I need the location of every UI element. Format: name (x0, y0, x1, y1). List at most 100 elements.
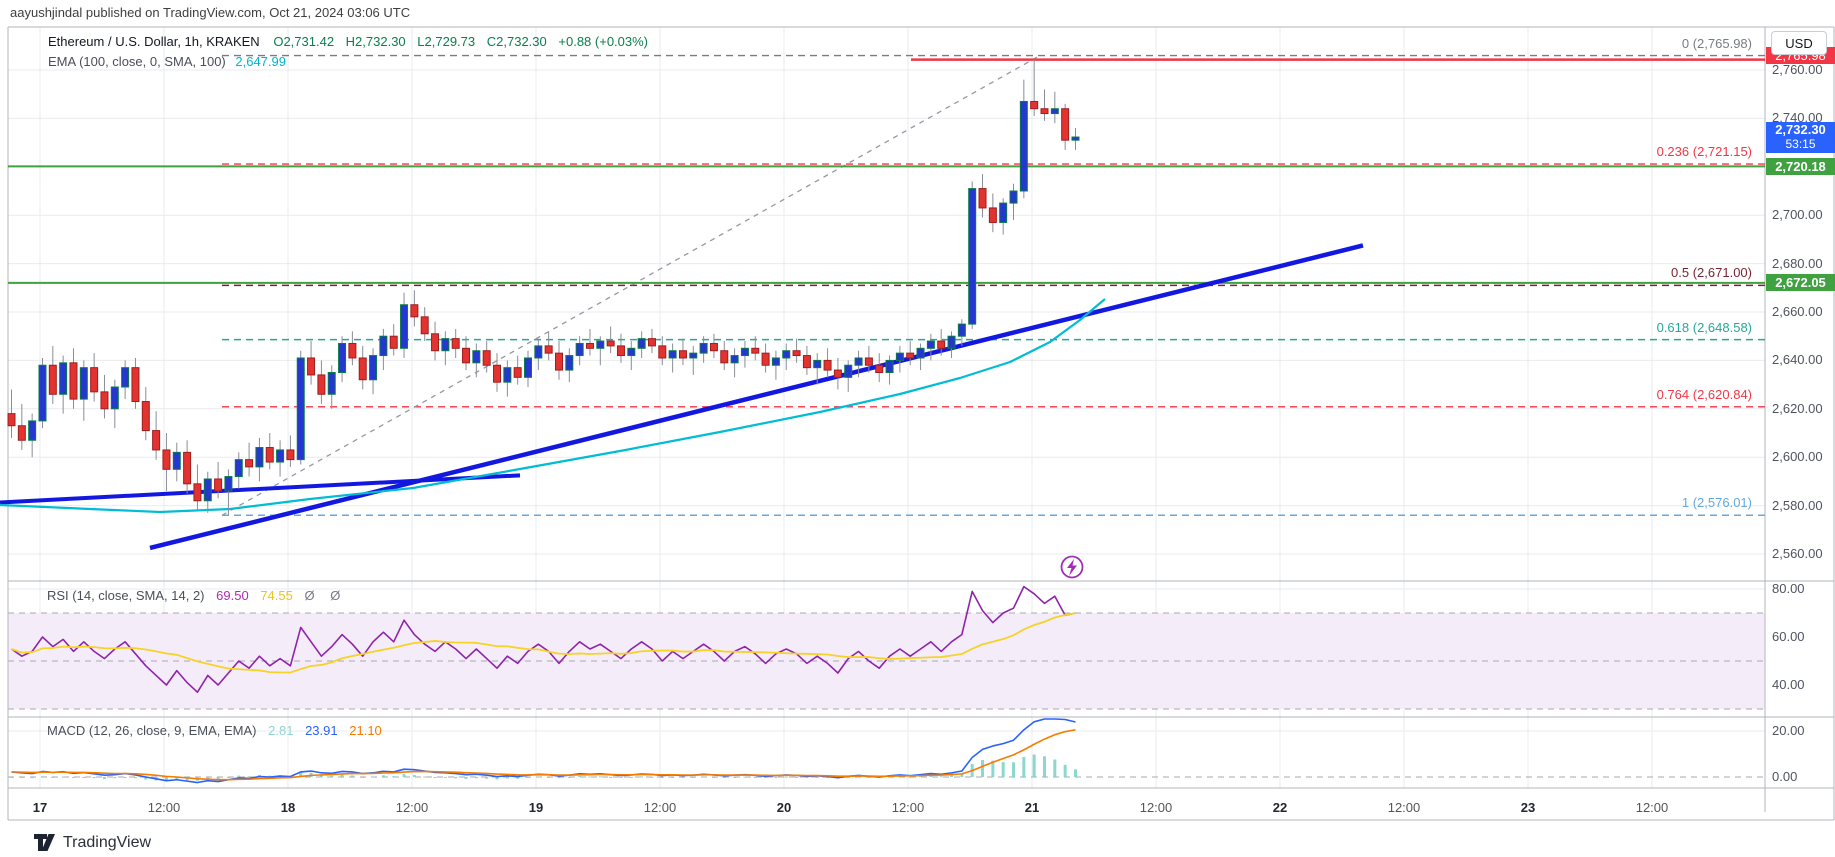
candle-body (606, 340, 615, 347)
macd-histogram-bar (774, 777, 778, 778)
macd-histogram-bar (857, 776, 861, 778)
candle-body (864, 357, 873, 366)
candle-body (276, 449, 285, 463)
rsi-axis-label[interactable]: 60.00 (1772, 629, 1805, 644)
macd-histogram-bar (175, 777, 179, 780)
candle-body (327, 372, 336, 395)
time-axis-label[interactable]: 23 (1520, 800, 1536, 815)
candle-body (596, 340, 605, 349)
macd-histogram-bar (981, 760, 985, 777)
candle-body (999, 202, 1008, 223)
candle-body (214, 478, 223, 492)
macd-histogram-bar (454, 777, 458, 779)
macd-histogram-bar (764, 777, 768, 778)
time-axis-label[interactable]: 21 (1024, 800, 1040, 815)
macd-histogram-bar (299, 772, 303, 777)
candle-body (926, 340, 935, 349)
macd-histogram-bar (640, 776, 644, 778)
candle-body (792, 350, 801, 357)
price-axis-label[interactable]: 2,620.00 (1772, 400, 1823, 416)
price-axis-label[interactable]: 2,660.00 (1772, 304, 1823, 319)
candle-body (885, 359, 894, 373)
ema-indicator-header[interactable]: EMA (100, close, 0, SMA, 100) 2,647.99 (48, 54, 286, 69)
price-axis-label[interactable]: 2,600.00 (1772, 449, 1823, 465)
candle-body (131, 367, 140, 403)
macd-histogram-bar (371, 776, 375, 778)
price-axis-label[interactable]: 2,580.00 (1772, 497, 1823, 513)
ohlc-close: C2,732.30 (486, 34, 547, 49)
rsi-indicator-name: RSI (14, close, SMA, 14, 2) (47, 588, 205, 603)
macd-histogram-bar (536, 776, 540, 778)
lightning-circle-icon[interactable] (1060, 555, 1084, 579)
candle-body (183, 451, 192, 485)
macd-signal-value: 21.10 (349, 723, 382, 738)
price-axis-label[interactable]: 2,640.00 (1772, 352, 1823, 368)
macd-histogram-bar (681, 777, 685, 778)
time-axis-label[interactable]: 12:00 (395, 800, 429, 815)
time-axis-label[interactable]: 20 (776, 800, 792, 815)
macd-histogram-bar (939, 776, 943, 778)
currency-toggle-button[interactable]: USD (1771, 31, 1827, 55)
candle-body (265, 447, 274, 463)
candle-body (906, 352, 915, 359)
ema-indicator-value: 2,647.99 (235, 54, 286, 69)
macd-histogram-bar (61, 776, 65, 778)
macd-histogram-bar (722, 777, 726, 778)
symbol-title[interactable]: Ethereum / U.S. Dollar, 1h, KRAKEN (48, 34, 260, 49)
price-axis-label[interactable]: 2,740.00 (1772, 110, 1823, 126)
time-axis-label[interactable]: 12:00 (1635, 800, 1669, 815)
trendline (0, 473, 521, 505)
time-axis-label[interactable]: 12:00 (1387, 800, 1421, 815)
macd-hist-value: 2.81 (268, 723, 294, 738)
macd-histogram-bar (40, 776, 44, 778)
time-axis-label[interactable]: 22 (1272, 800, 1288, 815)
macd-indicator-header[interactable]: MACD (12, 26, close, 9, EMA, EMA) 2.81 2… (47, 723, 382, 738)
lightning-bolt-icon (1067, 559, 1077, 576)
macd-histogram-bar (660, 777, 664, 778)
fib-level-label: 0.764 (2,620.84) (1656, 386, 1752, 402)
candle-body (647, 338, 656, 347)
tradingview-logo[interactable]: TradingView (33, 832, 151, 853)
price-axis-label[interactable]: 2,700.00 (1772, 207, 1823, 223)
time-axis-label[interactable]: 12:00 (891, 800, 925, 815)
fib-level-label: 0 (2,765.98) (1681, 35, 1752, 51)
macd-histogram-bar (433, 777, 437, 778)
macd-histogram-bar (206, 777, 210, 779)
fib-level-label: 0.5 (2,671.00) (1671, 265, 1752, 281)
macd-histogram-bar (805, 777, 809, 778)
time-axis-label[interactable]: 12:00 (147, 800, 181, 815)
candle-body (968, 188, 977, 325)
candle-body (172, 451, 181, 470)
macd-axis-label[interactable]: 20.00 (1772, 723, 1805, 738)
candle-body (224, 476, 233, 492)
rsi-axis-label[interactable]: 80.00 (1772, 581, 1805, 596)
time-axis-label[interactable]: 19 (528, 800, 544, 815)
candle-body (937, 340, 946, 349)
time-axis-label[interactable]: 12:00 (643, 800, 677, 815)
price-axis-label[interactable]: 2,760.00 (1772, 62, 1823, 77)
time-axis-label[interactable]: 18 (280, 800, 296, 815)
macd-histogram-bar (702, 776, 706, 778)
macd-axis-label[interactable]: 0.00 (1772, 769, 1798, 784)
candle-body (637, 338, 646, 349)
candle-body (162, 449, 171, 470)
rsi-axis-label[interactable]: 40.00 (1772, 677, 1805, 692)
price-axis-label[interactable]: 2,680.00 (1772, 255, 1823, 271)
candle-body (978, 188, 987, 209)
candle-body (988, 207, 997, 223)
time-axis-label[interactable]: 17 (32, 800, 48, 815)
macd-histogram-bar (1001, 762, 1005, 777)
rsi-indicator-header[interactable]: RSI (14, close, SMA, 14, 2) 69.50 74.55 … (47, 588, 346, 603)
candle-body (616, 345, 625, 357)
price-axis-label[interactable]: 2,560.00 (1772, 546, 1823, 561)
macd-histogram-bar (526, 777, 530, 778)
macd-histogram-bar (485, 777, 489, 779)
candle-body (451, 338, 460, 349)
macd-histogram-bar (133, 777, 137, 779)
candle-body (844, 364, 853, 378)
candle-body (513, 367, 522, 378)
ema-indicator-name: EMA (100, close, 0, SMA, 100) (48, 54, 226, 69)
time-axis-label[interactable]: 12:00 (1139, 800, 1173, 815)
macd-histogram-bar (578, 775, 582, 777)
